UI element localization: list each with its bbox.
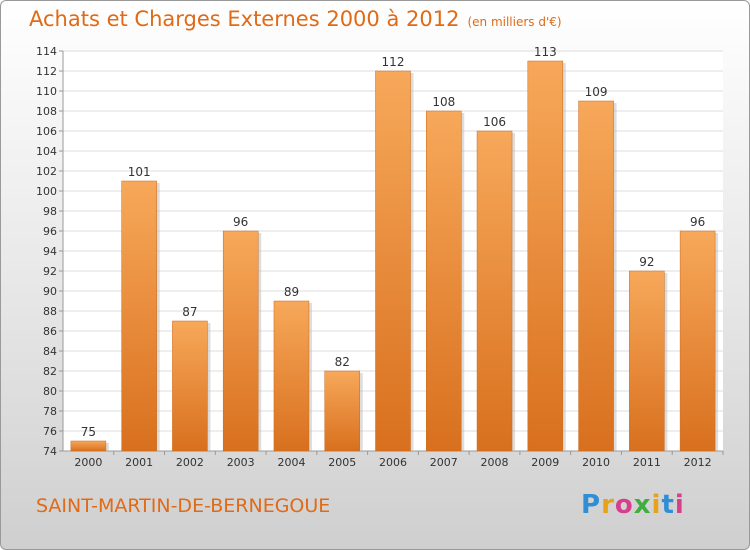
y-tick-label: 100 [36,185,57,198]
logo-letter: r [601,490,615,520]
data-label: 96 [690,215,705,229]
bar [273,300,310,452]
data-label: 92 [639,255,654,269]
bar [426,110,462,452]
y-tick-label: 104 [36,145,57,158]
x-tick-label: 2008 [481,456,509,469]
bar [527,60,564,452]
x-tick-label: 2004 [277,456,305,469]
x-tick-label: 2002 [176,456,204,469]
y-tick-label: 78 [43,405,57,418]
data-label: 75 [81,425,96,439]
logo-letter: o [614,490,634,520]
y-tick-label: 92 [43,265,57,278]
x-tick-label: 2000 [74,456,102,469]
y-tick-label: 96 [43,225,57,238]
chart-title: Achats et Charges Externes 2000 à 2012 (e… [29,7,562,31]
y-tick-label: 106 [36,125,57,138]
data-label: 89 [284,285,299,299]
data-label: 108 [432,95,455,109]
bar [578,100,614,452]
logo-letter: x [633,490,652,520]
y-tick-label: 80 [43,385,57,398]
y-tick-label: 88 [43,305,57,318]
y-tick-label: 76 [43,425,57,438]
bar [121,180,157,452]
unit-text: (en milliers d'€) [467,15,562,29]
data-label: 101 [128,165,151,179]
data-label: 96 [233,215,248,229]
bar [324,370,360,452]
x-tick-label: 2012 [684,456,712,469]
x-tick-label: 2011 [633,456,661,469]
y-tick-label: 114 [36,45,57,58]
y-tick-label: 102 [36,165,57,178]
bar [629,270,665,452]
data-label: 112 [382,55,405,69]
x-tick-label: 2006 [379,456,407,469]
y-tick-label: 86 [43,325,57,338]
y-tick-label: 110 [36,85,57,98]
title-text: Achats et Charges Externes 2000 à 2012 [29,7,460,31]
y-tick-label: 98 [43,205,57,218]
data-label: 82 [335,355,350,369]
x-tick-label: 2007 [430,456,458,469]
logo-letter: i [651,490,662,520]
y-tick-label: 108 [36,105,57,118]
bar [222,230,259,452]
x-tick-label: 2001 [125,456,153,469]
x-tick-label: 2010 [582,456,610,469]
y-tick-label: 112 [36,65,57,78]
data-label: 87 [182,305,197,319]
bar [172,320,208,452]
x-tick-label: 2009 [531,456,559,469]
y-tick-label: 90 [43,285,57,298]
x-tick-label: 2005 [328,456,356,469]
bar [375,70,411,452]
data-label: 109 [585,85,608,99]
bar [476,130,513,452]
x-tick-label: 2003 [227,456,255,469]
logo-letter: i [674,490,685,520]
bar [70,440,107,452]
data-label: 106 [483,115,506,129]
bar [679,230,716,452]
y-tick-label: 74 [43,445,57,458]
logo-letter: t [661,490,675,520]
proxiti-logo: Proxiti [581,490,685,520]
logo-letter: P [581,490,602,520]
y-tick-label: 94 [43,245,57,258]
commune-name: SAINT-MARTIN-DE-BERNEGOUE [36,495,331,517]
y-tick-label: 82 [43,365,57,378]
data-label: 113 [534,45,557,59]
y-tick-label: 84 [43,345,57,358]
